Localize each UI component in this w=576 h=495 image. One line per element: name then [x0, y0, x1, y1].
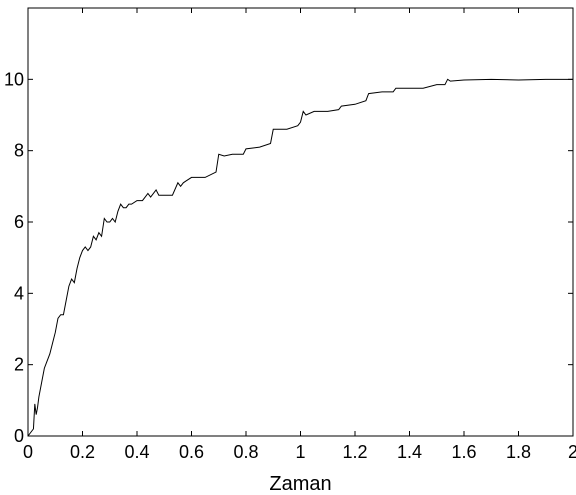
y-tick-label: 10 — [4, 69, 24, 89]
x-tick-label: 1 — [295, 442, 305, 462]
x-tick-label: 1.6 — [451, 442, 476, 462]
x-tick-label: 1.8 — [506, 442, 531, 462]
x-axis-label: Zaman — [269, 473, 331, 495]
tick-labels: 0 0.2 0.4 0.6 0.8 1 1.2 1.4 1.6 1.8 2 0 2 4 6 8 10 — [4, 69, 576, 462]
x-tick-label: 0 — [23, 442, 33, 462]
x-tick-label: 0.6 — [179, 442, 204, 462]
y-tick-label: 0 — [14, 426, 24, 446]
series-line — [27, 78, 573, 437]
x-tick-label: 0.8 — [233, 442, 258, 462]
y-tick-label: 4 — [14, 283, 24, 303]
x-tick-label: 0.4 — [124, 442, 149, 462]
x-tick-label: 1.2 — [342, 442, 367, 462]
y-tick-label: 2 — [14, 355, 24, 375]
y-tick-label: 6 — [14, 212, 24, 232]
x-tick-label: 2 — [568, 442, 576, 462]
x-tick-label: 0.2 — [70, 442, 95, 462]
y-tick-label: 8 — [14, 141, 24, 161]
x-tick-label: 1.4 — [397, 442, 422, 462]
